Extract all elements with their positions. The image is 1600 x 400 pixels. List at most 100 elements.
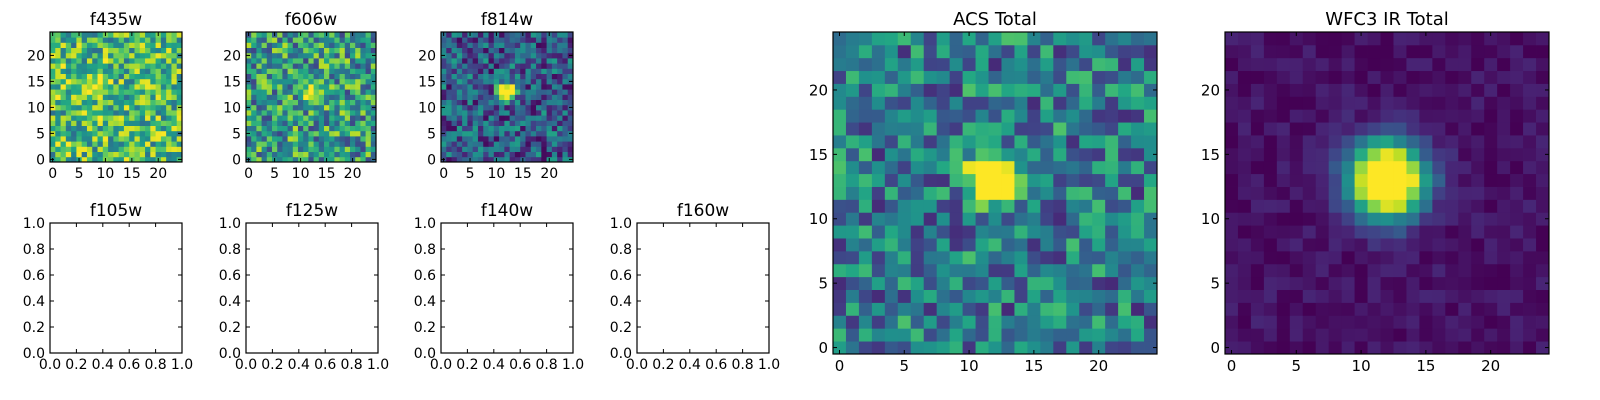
x-tick-label: 0.4 <box>92 357 114 373</box>
heatmap-cell <box>292 156 299 163</box>
heatmap-cell <box>1341 212 1355 226</box>
heatmap-cell <box>65 58 72 64</box>
heatmap-cell <box>551 58 558 64</box>
heatmap-cell <box>897 173 912 187</box>
heatmap-cell <box>1458 83 1472 97</box>
heatmap-cell <box>1118 341 1132 355</box>
heatmap-cell <box>530 115 537 121</box>
heatmap-cell <box>936 173 951 187</box>
heatmap-cell <box>1092 96 1106 110</box>
heatmap-cell <box>1406 263 1420 278</box>
heatmap-cell <box>160 104 167 111</box>
heatmap-cell <box>467 47 474 54</box>
heatmap-cell <box>1066 328 1080 342</box>
heatmap-cell <box>308 136 314 142</box>
x-tick-label: 20 <box>1089 357 1108 375</box>
heatmap-cell <box>150 110 156 116</box>
heatmap-cell <box>923 315 938 329</box>
heatmap-cell <box>1027 96 1041 110</box>
heatmap-cell <box>329 110 335 116</box>
heatmap-cell <box>1040 328 1054 342</box>
heatmap-cell <box>86 47 93 54</box>
heatmap-cell <box>251 63 257 69</box>
heatmap-cell <box>467 37 474 43</box>
heatmap-cell <box>1105 109 1119 123</box>
heatmap-cell <box>113 125 120 132</box>
heatmap-cell <box>493 141 500 147</box>
heatmap-cell <box>1354 302 1368 316</box>
heatmap-cell <box>1341 289 1355 303</box>
heatmap-cell <box>962 263 976 278</box>
heatmap-cell <box>897 199 912 213</box>
heatmap-cell <box>145 130 151 137</box>
heatmap-cell <box>1406 276 1420 290</box>
heatmap-cell <box>113 78 120 85</box>
heatmap-cell <box>1040 341 1054 355</box>
heatmap-cell <box>1066 32 1080 46</box>
heatmap-cell <box>551 37 558 43</box>
heatmap-cell <box>277 32 283 38</box>
heatmap-cell <box>567 42 574 48</box>
heatmap-cell <box>1419 263 1433 278</box>
heatmap-cell <box>988 96 1002 110</box>
heatmap-cell <box>65 42 72 48</box>
heatmap-cell <box>1105 57 1119 72</box>
heatmap-cell <box>557 84 563 90</box>
heatmap-cell <box>123 47 130 54</box>
heatmap-cell <box>1354 225 1368 239</box>
heatmap-cell <box>160 73 167 80</box>
heatmap-cell <box>1367 238 1381 252</box>
heatmap-cell <box>1079 109 1093 123</box>
heatmap-cell <box>483 125 489 132</box>
heatmap-cell <box>1471 44 1485 59</box>
heatmap-cell <box>171 99 178 106</box>
heatmap-cell <box>833 83 847 97</box>
heatmap-cell <box>76 104 83 111</box>
heatmap-cell <box>303 125 309 132</box>
heatmap-cell <box>60 99 67 106</box>
heatmap-cell <box>1536 212 1550 226</box>
heatmap-cell <box>277 84 283 90</box>
heatmap-cell <box>81 136 88 142</box>
heatmap-cell <box>1289 199 1304 213</box>
heatmap-cell <box>60 42 67 48</box>
heatmap-cell <box>71 84 77 90</box>
heatmap-cell <box>155 52 162 59</box>
heatmap-cell <box>1484 238 1498 252</box>
heatmap-cell <box>145 136 151 142</box>
heatmap-cell <box>1250 289 1265 303</box>
heatmap-cell <box>923 199 938 213</box>
heatmap-cell <box>1497 147 1511 162</box>
heatmap-cell <box>108 110 114 116</box>
heatmap-cell <box>504 130 511 137</box>
heatmap-cell <box>266 110 273 116</box>
heatmap-cell <box>1079 70 1093 84</box>
heatmap-cell <box>139 94 146 100</box>
heatmap-cell <box>557 37 563 43</box>
heatmap-cell <box>1092 44 1106 59</box>
heatmap-cell <box>530 146 537 152</box>
heatmap-cell <box>339 110 346 116</box>
heatmap-cell <box>355 120 361 126</box>
heatmap-cell <box>350 68 356 74</box>
heatmap-cell <box>858 32 873 46</box>
heatmap-cell <box>92 37 98 43</box>
heatmap-cell <box>86 58 93 64</box>
heatmap-cell <box>1001 173 1015 187</box>
heatmap-cell <box>1250 70 1265 84</box>
heatmap-cell <box>520 151 526 158</box>
heatmap-cell <box>251 84 257 90</box>
heatmap-cell <box>562 99 569 106</box>
heatmap-cell <box>355 125 361 132</box>
heatmap-cell <box>287 110 294 116</box>
heatmap-cell <box>923 70 938 84</box>
heatmap-cell <box>962 96 976 110</box>
heatmap-cell <box>1315 32 1330 46</box>
heatmap-cell <box>467 73 474 80</box>
heatmap-cell <box>530 151 537 158</box>
heatmap-cell <box>988 302 1002 316</box>
heatmap-cell <box>1263 263 1278 278</box>
heatmap-cell <box>344 58 351 64</box>
heatmap-cell <box>1250 276 1265 290</box>
y-tick-label: 0.0 <box>23 346 45 362</box>
